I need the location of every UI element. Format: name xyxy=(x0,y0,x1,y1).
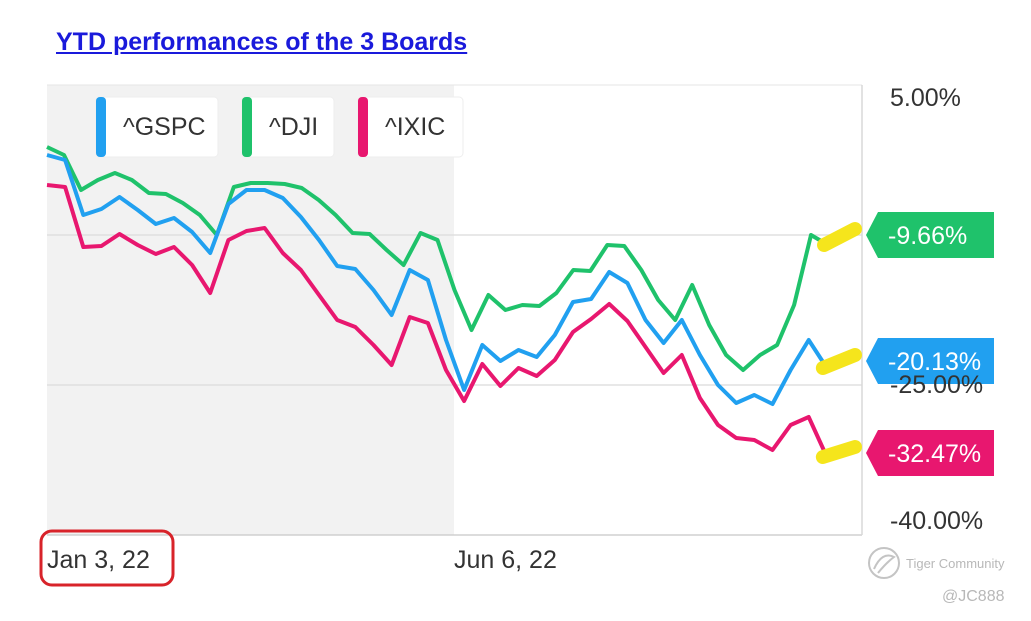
tiger-logo-icon xyxy=(868,547,900,579)
y-tick-label: -40.00% xyxy=(890,507,983,535)
series-line-gspc[interactable] xyxy=(46,153,846,406)
series-line-dji[interactable] xyxy=(46,145,847,372)
series-layer xyxy=(46,145,847,459)
end-label-value: -20.13% xyxy=(888,348,981,376)
legend-swatch-ixic xyxy=(358,97,368,157)
end-marker-dji xyxy=(817,222,862,252)
legend-item-ixic[interactable]: ^IXIC xyxy=(357,96,464,158)
legend-label-gspc: ^GSPC xyxy=(123,113,206,141)
legend-item-dji[interactable]: ^DJI xyxy=(241,96,335,158)
end-marker-gspc xyxy=(815,348,862,375)
end-label-flag xyxy=(866,430,994,476)
y-tick-label: 5.00% xyxy=(890,84,961,112)
legend-swatch-gspc xyxy=(96,97,106,157)
y-tick-label: -25.00% xyxy=(890,371,983,399)
end-label-value: -32.47% xyxy=(888,440,981,468)
series-line-ixic[interactable] xyxy=(46,183,846,459)
end-label-dji: -9.66% xyxy=(866,212,994,258)
end-marker-ixic xyxy=(815,440,862,464)
plot-area xyxy=(454,85,862,535)
end-label-flag xyxy=(866,338,994,384)
x-tick-label: Jun 6, 22 xyxy=(454,546,557,574)
legend-swatch-dji xyxy=(242,97,252,157)
end-marker-layer xyxy=(815,222,862,464)
watermark-brand: Tiger Community xyxy=(906,556,1005,571)
end-label-flag xyxy=(866,212,994,258)
legend-item-gspc[interactable]: ^GSPC xyxy=(95,96,219,158)
tick-highlight-box xyxy=(39,529,175,587)
end-label-gspc: -20.13% xyxy=(866,338,994,384)
page-title: YTD performances of the 3 Boards xyxy=(56,28,468,56)
watermark-user: @JC888 xyxy=(942,588,1005,605)
end-label-layer: -9.66% -20.13% -32.47% xyxy=(866,212,994,476)
legend: ^GSPC ^DJI ^IXIC xyxy=(95,96,464,158)
end-label-value: -9.66% xyxy=(888,222,967,250)
legend-label-dji: ^DJI xyxy=(269,113,318,141)
end-label-ixic: -32.47% xyxy=(866,430,994,476)
legend-label-ixic: ^IXIC xyxy=(385,113,445,141)
x-tick-label: Jan 3, 22 xyxy=(47,546,150,574)
